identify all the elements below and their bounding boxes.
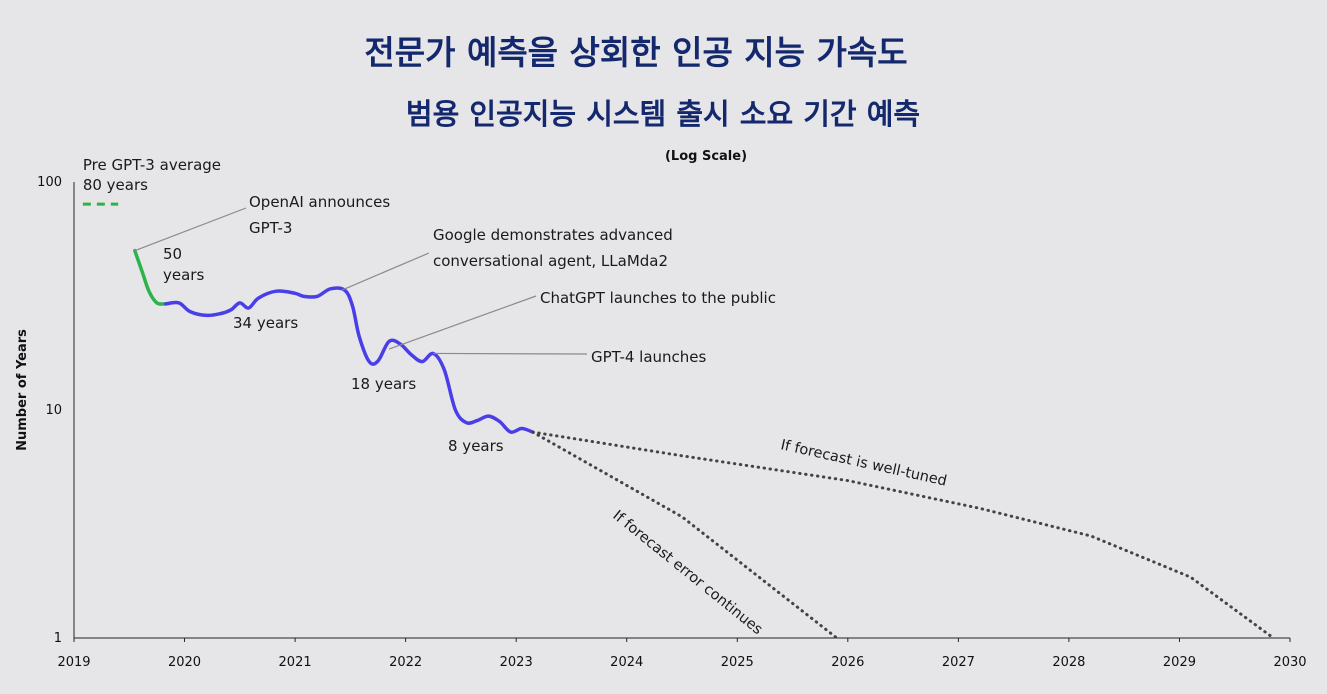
forecast-label: If forecast is well-tuned bbox=[779, 437, 948, 489]
series-line-2 bbox=[531, 430, 1275, 640]
axes: 2019 2020 2021 2022 2023 2024 2025 2026 2027 2028… bbox=[37, 175, 1306, 670]
chart-subtitle: 범용 인공지능 시스템 출시 소요 기간 예측 bbox=[406, 97, 920, 131]
series-line-0 bbox=[133, 248, 168, 306]
annotation-label: years bbox=[163, 266, 204, 284]
series-line-1 bbox=[164, 286, 535, 434]
annotation-leader bbox=[388, 295, 537, 350]
reference-line-label: Pre GPT-3 average bbox=[83, 156, 221, 174]
x-tick-label: 2024 bbox=[610, 655, 643, 670]
annotation-leader bbox=[134, 207, 247, 252]
annotation-label: GPT-4 launches bbox=[591, 348, 707, 366]
annotation-label: Google demonstrates advanced bbox=[433, 226, 673, 244]
annotation-label: 18 years bbox=[351, 375, 416, 393]
x-tick-label: 2028 bbox=[1052, 655, 1085, 670]
x-tick-label: 2023 bbox=[500, 655, 533, 670]
x-tick-label: 2020 bbox=[168, 655, 201, 670]
scale-note: (Log Scale) bbox=[665, 149, 747, 164]
reference-line-label: 80 years bbox=[83, 176, 148, 194]
series-line-3 bbox=[531, 430, 839, 640]
annotation-leader bbox=[341, 252, 430, 291]
x-tick-label: 2019 bbox=[57, 655, 90, 670]
series-layer: Pre GPT-3 average 80 years bbox=[82, 156, 1275, 640]
chart-title: 전문가 예측을 상회한 인공 지능 가속도 bbox=[364, 33, 907, 72]
y-tick-label: 100 bbox=[37, 175, 62, 190]
x-tick-label: 2030 bbox=[1273, 655, 1306, 670]
annotation-label: 34 years bbox=[233, 314, 298, 332]
annotation-label: GPT-3 bbox=[249, 219, 292, 237]
x-tick-label: 2021 bbox=[279, 655, 312, 670]
annotation-label: ChatGPT launches to the public bbox=[540, 289, 776, 307]
forecast-label: If forecast error continues bbox=[609, 508, 765, 638]
annotation-leader bbox=[433, 352, 588, 355]
x-tick-label: 2022 bbox=[389, 655, 422, 670]
x-tick-label: 2025 bbox=[721, 655, 754, 670]
annotation-label: 8 years bbox=[448, 437, 504, 455]
annotation-label: OpenAI announces bbox=[249, 193, 390, 211]
annotation-label: 50 bbox=[163, 245, 182, 263]
x-tick-label: 2026 bbox=[831, 655, 864, 670]
y-tick-label: 10 bbox=[45, 403, 62, 418]
y-tick-label: 1 bbox=[54, 631, 62, 646]
x-tick-label: 2027 bbox=[942, 655, 975, 670]
y-axis-title: Number of Years bbox=[15, 329, 30, 451]
annotation-layer: OpenAI announces GPT-3 50 years 34 years Goog… bbox=[134, 193, 948, 638]
annotation-label: conversational agent, LLaMda2 bbox=[433, 252, 668, 270]
x-tick-label: 2029 bbox=[1163, 655, 1196, 670]
